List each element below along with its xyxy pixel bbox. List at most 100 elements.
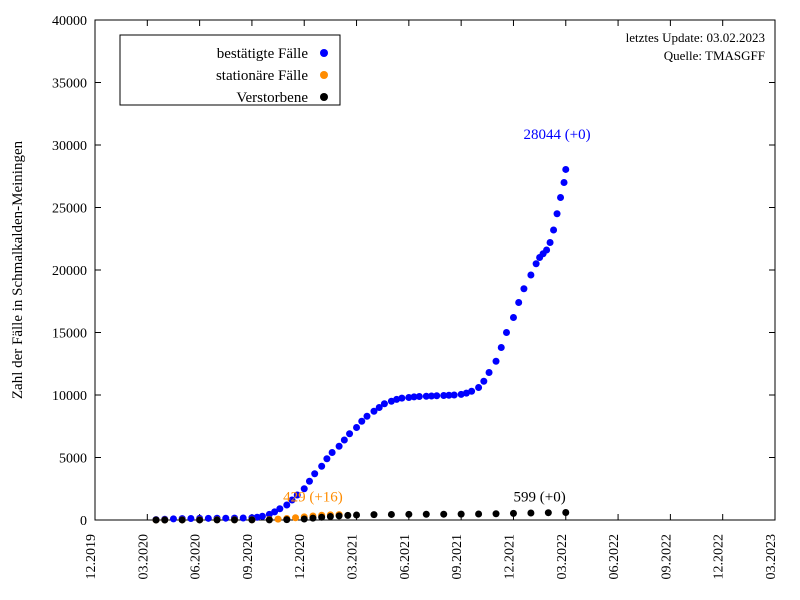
xtick-label: 12.2022 (712, 534, 727, 580)
data-point (547, 239, 554, 246)
data-point (187, 515, 194, 522)
data-point (381, 400, 388, 407)
data-point (306, 478, 313, 485)
data-point (527, 272, 534, 279)
data-point (346, 430, 353, 437)
data-point (515, 299, 522, 306)
legend-label: Verstorbene (236, 90, 308, 106)
data-point (475, 384, 482, 391)
data-point (416, 393, 423, 400)
data-point (486, 369, 493, 376)
data-point (503, 329, 510, 336)
data-point (266, 516, 273, 523)
data-point (196, 516, 203, 523)
data-point (327, 513, 334, 520)
data-point (388, 511, 395, 518)
y-axis-label: Zahl der Fälle in Schmalkalden-Meiningen (10, 140, 26, 399)
chart-note: letztes Update: 03.02.2023 (626, 30, 765, 45)
chart-note: Quelle: TMASGFF (664, 48, 765, 63)
data-point (358, 418, 365, 425)
data-point (433, 392, 440, 399)
data-point (301, 516, 308, 523)
xtick-label: 12.2021 (502, 534, 517, 580)
data-point (353, 424, 360, 431)
legend-marker (320, 49, 328, 57)
chart-svg: 0500010000150002000025000300003500040000… (0, 0, 800, 600)
ytick-label: 35000 (52, 77, 87, 92)
xtick-label: 09.2021 (450, 534, 465, 580)
data-point (550, 227, 557, 234)
data-point (498, 344, 505, 351)
xtick-label: 09.2020 (241, 534, 256, 580)
data-point (398, 395, 405, 402)
ytick-label: 10000 (52, 389, 87, 404)
data-point (451, 392, 458, 399)
data-point (370, 511, 377, 518)
data-point (458, 511, 465, 518)
data-point (318, 514, 325, 521)
data-point (214, 516, 221, 523)
data-point (561, 179, 568, 186)
data-point (520, 285, 527, 292)
data-point (222, 515, 229, 522)
data-point (562, 509, 569, 516)
xtick-label: 09.2022 (659, 534, 674, 580)
data-point (364, 413, 371, 420)
data-point (543, 247, 550, 254)
ytick-label: 0 (80, 514, 87, 529)
xtick-label: 12.2020 (293, 534, 308, 580)
data-point (468, 388, 475, 395)
xtick-label: 06.2020 (189, 534, 204, 580)
ytick-label: 20000 (52, 264, 87, 279)
data-point (170, 515, 177, 522)
data-point (153, 517, 160, 524)
data-point (423, 511, 430, 518)
data-point (533, 260, 540, 267)
xtick-label: 06.2021 (398, 534, 413, 580)
ytick-label: 15000 (52, 327, 87, 342)
ytick-label: 25000 (52, 202, 87, 217)
ytick-label: 5000 (59, 452, 87, 467)
data-point (336, 512, 343, 519)
xtick-label: 12.2019 (84, 534, 99, 580)
data-point (323, 455, 330, 462)
ytick-label: 30000 (52, 139, 87, 154)
legend-label: stationäre Fälle (216, 68, 308, 84)
xtick-label: 03.2022 (555, 534, 570, 580)
xtick-label: 03.2020 (136, 534, 151, 580)
legend-marker (320, 71, 328, 79)
data-point (562, 166, 569, 173)
series-annotation: 28044 (+0) (523, 127, 590, 143)
data-point (276, 505, 283, 512)
data-point (275, 516, 282, 523)
series-annotation: 429 (+16) (283, 489, 343, 505)
series-annotation: 599 (+0) (514, 489, 566, 505)
data-point (231, 516, 238, 523)
data-point (493, 358, 500, 365)
data-point (344, 512, 351, 519)
data-point (240, 515, 247, 522)
data-point (405, 511, 412, 518)
data-point (545, 509, 552, 516)
data-point (318, 463, 325, 470)
xtick-label: 03.2023 (764, 534, 779, 580)
data-point (179, 516, 186, 523)
data-point (493, 510, 500, 517)
legend-label: bestätigte Fälle (217, 46, 309, 62)
legend-marker (320, 93, 328, 101)
data-point (475, 511, 482, 518)
data-point (259, 513, 266, 520)
data-point (341, 437, 348, 444)
data-point (205, 515, 212, 522)
chart-container: 0500010000150002000025000300003500040000… (0, 0, 800, 600)
data-point (510, 510, 517, 517)
data-point (292, 514, 299, 521)
data-point (480, 378, 487, 385)
data-point (311, 470, 318, 477)
data-point (248, 516, 255, 523)
data-point (554, 210, 561, 217)
data-point (557, 194, 564, 201)
data-point (353, 512, 360, 519)
data-point (510, 314, 517, 321)
data-point (440, 511, 447, 518)
